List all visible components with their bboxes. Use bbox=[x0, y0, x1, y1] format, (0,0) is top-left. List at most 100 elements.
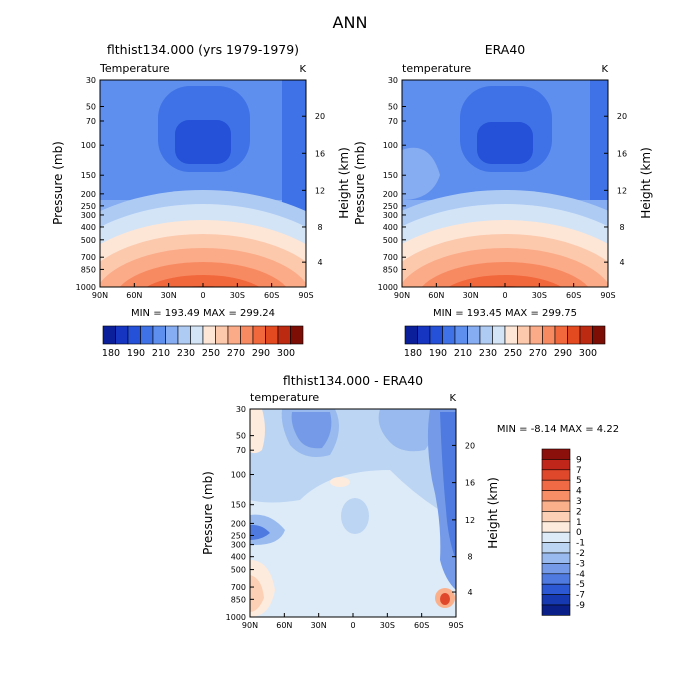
y-tick-label: 50 bbox=[86, 102, 96, 111]
colorbar-label: 2 bbox=[576, 507, 582, 517]
colorbar-swatch bbox=[277, 325, 291, 345]
x-tick-label: 30N bbox=[161, 291, 177, 300]
colorbar-swatch bbox=[177, 325, 191, 345]
y-tick-label: 1000 bbox=[378, 283, 398, 292]
y2-tick-label: 12 bbox=[617, 186, 627, 195]
colorbar-swatch bbox=[541, 479, 571, 491]
y2-tick-label: 8 bbox=[467, 553, 472, 562]
y-tick-label: 50 bbox=[388, 102, 398, 111]
colorbar-swatch bbox=[202, 325, 216, 345]
field-south-pole-cool-inner bbox=[440, 412, 456, 560]
colorbar-swatch bbox=[541, 604, 571, 616]
field-tropical-cool-patch bbox=[341, 498, 369, 534]
x-tick-label: 90S bbox=[600, 291, 615, 300]
colorbar-label: 190 bbox=[429, 348, 447, 359]
colorbar-label: 230 bbox=[177, 348, 195, 359]
field-north-cool-lobe-inner bbox=[250, 524, 270, 540]
panel-model-colorbar: 180 190 210 230 250 270 290 300 bbox=[102, 325, 304, 359]
y-tick-label: 300 bbox=[231, 541, 246, 550]
x-tick-label: 90S bbox=[448, 621, 463, 630]
colorbar-swatch bbox=[541, 573, 571, 585]
colorbar-label: -1 bbox=[576, 539, 585, 549]
y-tick-label: 200 bbox=[81, 190, 96, 199]
panel-model-subtitle-left: Temperature bbox=[99, 62, 170, 75]
colorbar-swatch bbox=[541, 521, 571, 533]
colorbar-swatch bbox=[542, 325, 556, 345]
x-tick-label: 30S bbox=[532, 291, 547, 300]
colorbar-swatch bbox=[541, 594, 571, 606]
colorbar-swatch bbox=[541, 459, 571, 471]
y-tick-label: 1000 bbox=[226, 613, 246, 622]
colorbar-label: 0 bbox=[576, 528, 582, 538]
colorbar-label: 9 bbox=[576, 455, 582, 465]
colorbar-swatch bbox=[140, 325, 154, 345]
y-tick-label: 400 bbox=[383, 223, 398, 232]
colorbar-swatch bbox=[492, 325, 506, 345]
colorbar-swatch bbox=[165, 325, 179, 345]
panel-obs-subtitle-left: temperature bbox=[402, 62, 471, 75]
panel-diff-title: flthist134.000 - ERA40 bbox=[283, 373, 423, 388]
colorbar-swatch bbox=[252, 325, 266, 345]
panel-diff-y2label: Height (km) bbox=[486, 477, 500, 548]
field-tropical-cold-core bbox=[477, 122, 533, 164]
colorbar-swatch bbox=[592, 325, 606, 345]
colorbar-label: 180 bbox=[404, 348, 422, 359]
y-tick-label: 500 bbox=[231, 566, 246, 575]
y-tick-label: 500 bbox=[383, 236, 398, 245]
colorbar-label: -4 bbox=[576, 570, 585, 580]
x-tick-label: 0 bbox=[200, 291, 205, 300]
colorbar-label: 1 bbox=[576, 518, 582, 528]
colorbar-swatch bbox=[479, 325, 493, 345]
panel-model-subtitle-right: K bbox=[299, 64, 306, 75]
colorbar-label: 300 bbox=[277, 348, 295, 359]
colorbar-swatch bbox=[541, 552, 571, 564]
colorbar-label: 7 bbox=[576, 466, 582, 476]
y-tick-label: 150 bbox=[231, 501, 246, 510]
y2-tick-label: 4 bbox=[619, 258, 624, 267]
y-tick-label: 70 bbox=[388, 117, 398, 126]
y-tick-label: 200 bbox=[383, 190, 398, 199]
y-tick-label: 850 bbox=[231, 595, 246, 604]
colorbar-label: -2 bbox=[576, 549, 585, 559]
x-tick-label: 30N bbox=[311, 621, 327, 630]
x-tick-label: 60S bbox=[264, 291, 279, 300]
colorbar-label: 4 bbox=[576, 487, 582, 497]
panel-model-ylabel: Pressure (mb) bbox=[51, 141, 65, 225]
y-tick-label: 1000 bbox=[76, 283, 96, 292]
panel-obs: ERA40 temperature K 90N 60N 30N 0 30S 60S 90S 3… bbox=[353, 42, 653, 359]
panel-model-title: flthist134.000 (yrs 1979-1979) bbox=[107, 42, 299, 57]
colorbar-label: 230 bbox=[479, 348, 497, 359]
colorbar-label: 250 bbox=[504, 348, 522, 359]
panel-obs-colorbar: 180 190 210 230 250 270 290 300 bbox=[404, 325, 606, 359]
colorbar-swatch bbox=[579, 325, 593, 345]
panel-obs-title: ERA40 bbox=[485, 42, 526, 57]
colorbar-swatch bbox=[454, 325, 468, 345]
y-tick-label: 100 bbox=[383, 141, 398, 150]
y-tick-label: 400 bbox=[81, 223, 96, 232]
colorbar-swatch bbox=[429, 325, 443, 345]
y-tick-label: 250 bbox=[231, 531, 246, 540]
field-upper-right-cool bbox=[378, 409, 434, 452]
x-tick-label: 0 bbox=[502, 291, 507, 300]
x-tick-label: 30N bbox=[463, 291, 479, 300]
y2-tick-label: 12 bbox=[315, 186, 325, 195]
contour-level-14 bbox=[448, 275, 562, 287]
figure-title: ANN bbox=[333, 13, 368, 32]
colorbar-swatch bbox=[541, 583, 571, 595]
field-north-warm-lower-inner bbox=[250, 575, 264, 612]
y2-tick-label: 4 bbox=[467, 588, 472, 597]
y-tick-label: 400 bbox=[231, 553, 246, 562]
colorbar-swatch bbox=[127, 325, 141, 345]
field-tropical-cold-core bbox=[175, 120, 231, 164]
x-tick-label: 90N bbox=[92, 291, 108, 300]
y-tick-label: 150 bbox=[383, 171, 398, 180]
y-tick-label: 700 bbox=[383, 253, 398, 262]
panel-diff-stats: MIN = -8.14 MAX = 4.22 bbox=[497, 424, 619, 435]
colorbar-label: 5 bbox=[576, 476, 582, 486]
colorbar-swatch bbox=[265, 325, 279, 345]
colorbar-label: -3 bbox=[576, 559, 585, 569]
colorbar-label: 250 bbox=[202, 348, 220, 359]
field-tropical-warm-patch bbox=[330, 477, 350, 487]
y-tick-label: 100 bbox=[231, 471, 246, 480]
colorbar-label: 180 bbox=[102, 348, 120, 359]
